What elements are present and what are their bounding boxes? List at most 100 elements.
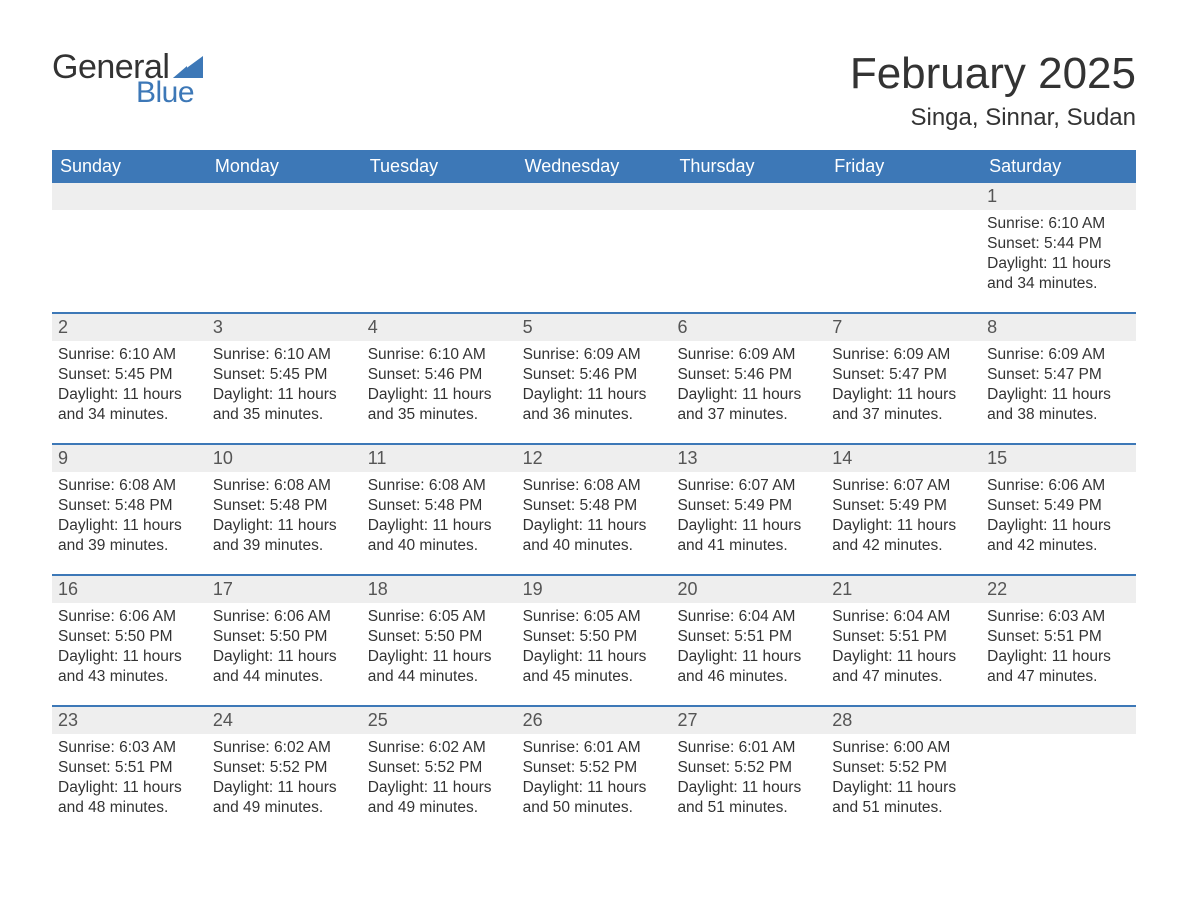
sunrise-text: Sunrise: 6:04 AM (677, 607, 820, 627)
day-details: Sunrise: 6:10 AMSunset: 5:45 PMDaylight:… (207, 341, 362, 443)
daynum-row: 1 (52, 183, 1136, 210)
day-number: 14 (826, 445, 981, 472)
week-row: 9101112131415Sunrise: 6:08 AMSunset: 5:4… (52, 443, 1136, 574)
weekday-header: Wednesday (517, 150, 672, 183)
sunrise-text: Sunrise: 6:10 AM (368, 345, 511, 365)
day-number: 6 (671, 314, 826, 341)
sunrise-text: Sunrise: 6:08 AM (58, 476, 201, 496)
daylight-text: Daylight: 11 hours and 37 minutes. (677, 385, 820, 425)
sunset-text: Sunset: 5:48 PM (368, 496, 511, 516)
sunset-text: Sunset: 5:48 PM (58, 496, 201, 516)
sunset-text: Sunset: 5:47 PM (987, 365, 1130, 385)
daylight-text: Daylight: 11 hours and 42 minutes. (987, 516, 1130, 556)
day-details: Sunrise: 6:08 AMSunset: 5:48 PMDaylight:… (207, 472, 362, 574)
daynum-row: 2345678 (52, 314, 1136, 341)
daylight-text: Daylight: 11 hours and 38 minutes. (987, 385, 1130, 425)
daynum-row: 9101112131415 (52, 445, 1136, 472)
details-row: Sunrise: 6:03 AMSunset: 5:51 PMDaylight:… (52, 734, 1136, 836)
sunrise-text: Sunrise: 6:10 AM (58, 345, 201, 365)
day-details: Sunrise: 6:04 AMSunset: 5:51 PMDaylight:… (826, 603, 981, 705)
day-details (981, 734, 1136, 836)
week-row: 2345678Sunrise: 6:10 AMSunset: 5:45 PMDa… (52, 312, 1136, 443)
day-number: 27 (671, 707, 826, 734)
day-number: 13 (671, 445, 826, 472)
sunrise-text: Sunrise: 6:03 AM (987, 607, 1130, 627)
sunset-text: Sunset: 5:52 PM (832, 758, 975, 778)
daylight-text: Daylight: 11 hours and 49 minutes. (368, 778, 511, 818)
sunrise-text: Sunrise: 6:09 AM (523, 345, 666, 365)
daylight-text: Daylight: 11 hours and 34 minutes. (58, 385, 201, 425)
day-number: 9 (52, 445, 207, 472)
sunrise-text: Sunrise: 6:09 AM (677, 345, 820, 365)
day-number: 25 (362, 707, 517, 734)
day-details: Sunrise: 6:00 AMSunset: 5:52 PMDaylight:… (826, 734, 981, 836)
calendar-grid: Sunday Monday Tuesday Wednesday Thursday… (52, 150, 1136, 836)
sunrise-text: Sunrise: 6:09 AM (987, 345, 1130, 365)
weekday-header: Thursday (671, 150, 826, 183)
sunrise-text: Sunrise: 6:06 AM (213, 607, 356, 627)
sunset-text: Sunset: 5:50 PM (523, 627, 666, 647)
day-number: 12 (517, 445, 672, 472)
day-details: Sunrise: 6:09 AMSunset: 5:47 PMDaylight:… (826, 341, 981, 443)
day-details: Sunrise: 6:06 AMSunset: 5:50 PMDaylight:… (207, 603, 362, 705)
sunset-text: Sunset: 5:49 PM (987, 496, 1130, 516)
day-number: 17 (207, 576, 362, 603)
day-details: Sunrise: 6:06 AMSunset: 5:50 PMDaylight:… (52, 603, 207, 705)
day-number: 22 (981, 576, 1136, 603)
sunset-text: Sunset: 5:49 PM (832, 496, 975, 516)
sunset-text: Sunset: 5:48 PM (523, 496, 666, 516)
daylight-text: Daylight: 11 hours and 40 minutes. (523, 516, 666, 556)
day-details (826, 210, 981, 312)
day-details: Sunrise: 6:07 AMSunset: 5:49 PMDaylight:… (671, 472, 826, 574)
daylight-text: Daylight: 11 hours and 48 minutes. (58, 778, 201, 818)
page-header: General Blue February 2025 Singa, Sinnar… (52, 50, 1136, 132)
day-details (207, 210, 362, 312)
day-details: Sunrise: 6:04 AMSunset: 5:51 PMDaylight:… (671, 603, 826, 705)
sunrise-text: Sunrise: 6:06 AM (987, 476, 1130, 496)
day-number: 24 (207, 707, 362, 734)
day-details: Sunrise: 6:08 AMSunset: 5:48 PMDaylight:… (362, 472, 517, 574)
day-details: Sunrise: 6:02 AMSunset: 5:52 PMDaylight:… (207, 734, 362, 836)
sunrise-text: Sunrise: 6:04 AM (832, 607, 975, 627)
day-number (981, 707, 1136, 734)
sunset-text: Sunset: 5:49 PM (677, 496, 820, 516)
day-number (207, 183, 362, 210)
day-number: 23 (52, 707, 207, 734)
day-number (517, 183, 672, 210)
daylight-text: Daylight: 11 hours and 47 minutes. (832, 647, 975, 687)
sunset-text: Sunset: 5:51 PM (677, 627, 820, 647)
sunrise-text: Sunrise: 6:09 AM (832, 345, 975, 365)
daylight-text: Daylight: 11 hours and 46 minutes. (677, 647, 820, 687)
daynum-row: 16171819202122 (52, 576, 1136, 603)
day-number: 18 (362, 576, 517, 603)
sunrise-text: Sunrise: 6:00 AM (832, 738, 975, 758)
day-details: Sunrise: 6:05 AMSunset: 5:50 PMDaylight:… (362, 603, 517, 705)
sunrise-text: Sunrise: 6:08 AM (213, 476, 356, 496)
daylight-text: Daylight: 11 hours and 37 minutes. (832, 385, 975, 425)
logo: General Blue (52, 50, 203, 108)
sunrise-text: Sunrise: 6:06 AM (58, 607, 201, 627)
sunrise-text: Sunrise: 6:02 AM (213, 738, 356, 758)
week-row: 232425262728Sunrise: 6:03 AMSunset: 5:51… (52, 705, 1136, 836)
sunrise-text: Sunrise: 6:07 AM (677, 476, 820, 496)
sunset-text: Sunset: 5:50 PM (368, 627, 511, 647)
day-number: 5 (517, 314, 672, 341)
weekday-header: Tuesday (362, 150, 517, 183)
weeks-container: 1Sunrise: 6:10 AMSunset: 5:44 PMDaylight… (52, 183, 1136, 836)
day-number: 21 (826, 576, 981, 603)
day-number: 20 (671, 576, 826, 603)
location-title: Singa, Sinnar, Sudan (850, 104, 1136, 132)
daylight-text: Daylight: 11 hours and 35 minutes. (368, 385, 511, 425)
details-row: Sunrise: 6:06 AMSunset: 5:50 PMDaylight:… (52, 603, 1136, 705)
day-number: 26 (517, 707, 672, 734)
daylight-text: Daylight: 11 hours and 43 minutes. (58, 647, 201, 687)
week-row: 16171819202122Sunrise: 6:06 AMSunset: 5:… (52, 574, 1136, 705)
details-row: Sunrise: 6:10 AMSunset: 5:45 PMDaylight:… (52, 341, 1136, 443)
day-details: Sunrise: 6:09 AMSunset: 5:47 PMDaylight:… (981, 341, 1136, 443)
sunset-text: Sunset: 5:47 PM (832, 365, 975, 385)
sunset-text: Sunset: 5:50 PM (213, 627, 356, 647)
day-number: 28 (826, 707, 981, 734)
details-row: Sunrise: 6:10 AMSunset: 5:44 PMDaylight:… (52, 210, 1136, 312)
day-details: Sunrise: 6:07 AMSunset: 5:49 PMDaylight:… (826, 472, 981, 574)
daylight-text: Daylight: 11 hours and 35 minutes. (213, 385, 356, 425)
